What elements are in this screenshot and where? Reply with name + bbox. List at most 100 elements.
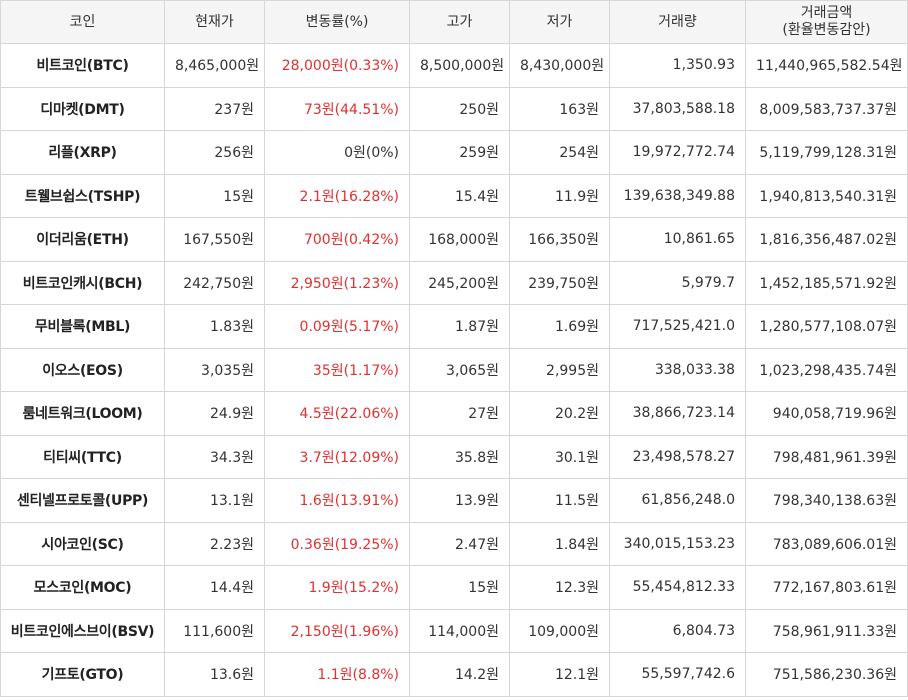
table-row: 비트코인에스브이(BSV) 111,600원 2,150원(1.96%) 114,00… <box>0 608 908 653</box>
trade-amount-cell: 1,023,298,435.74원 <box>745 347 908 392</box>
high-price-cell: 1.87원 <box>409 304 510 349</box>
trade-amount-cell: 758,961,911.33원 <box>745 608 908 653</box>
high-price-cell: 168,000원 <box>409 217 510 262</box>
trade-amount-cell: 1,280,577,108.07원 <box>745 304 908 349</box>
table-row: 리플(XRP) 256원 0원(0%) 259원 254원 19,972,772.74 5,… <box>0 130 908 175</box>
price-cell: 13.6원 <box>164 652 265 697</box>
header-amount-note: (환율변동감안) <box>782 22 871 38</box>
price-cell: 167,550원 <box>164 217 265 262</box>
coin-name-cell: 기프토(GTO) <box>0 652 165 697</box>
change-cell: 73원(44.51%) <box>264 86 410 131</box>
price-cell: 14.4원 <box>164 565 265 610</box>
high-price-cell: 15원 <box>409 565 510 610</box>
header-coin: 코인 <box>0 0 165 44</box>
high-price-cell: 245,200원 <box>409 260 510 305</box>
coin-name-cell: 비트코인캐시(BCH) <box>0 260 165 305</box>
high-price-cell: 15.4원 <box>409 173 510 218</box>
coin-name-cell: 시아코인(SC) <box>0 521 165 566</box>
price-cell: 24.9원 <box>164 391 265 436</box>
header-row: 코인 현재가 변동률(%) 고가 저가 거래량 거래금액 (환율변동감안) <box>0 0 908 44</box>
low-price-cell: 11.5원 <box>509 478 610 523</box>
price-cell: 242,750원 <box>164 260 265 305</box>
low-price-cell: 163원 <box>509 86 610 131</box>
table-row: 디마켓(DMT) 237원 73원(44.51%) 250원 163원 37,803,58… <box>0 86 908 131</box>
low-price-cell: 12.3원 <box>509 565 610 610</box>
trade-amount-cell: 11,440,965,582.54원 <box>745 43 908 88</box>
table-row: 모스코인(MOC) 14.4원 1.9원(15.2%) 15원 12.3원 55,454,… <box>0 565 908 610</box>
low-price-cell: 11.9원 <box>509 173 610 218</box>
trade-amount-cell: 783,089,606.01원 <box>745 521 908 566</box>
coin-name-cell: 무비블록(MBL) <box>0 304 165 349</box>
coin-name-cell: 비트코인에스브이(BSV) <box>0 608 165 653</box>
table-row: 이더리움(ETH) 167,550원 700원(0.42%) 168,000원 166,… <box>0 217 908 262</box>
table-header: 코인 현재가 변동률(%) 고가 저가 거래량 거래금액 (환율변동감안) <box>0 0 908 44</box>
trade-amount-cell: 940,058,719.96원 <box>745 391 908 436</box>
trade-amount-cell: 5,119,799,128.31원 <box>745 130 908 175</box>
high-price-cell: 8,500,000원 <box>409 43 510 88</box>
low-price-cell: 8,430,000원 <box>509 43 610 88</box>
trade-amount-cell: 1,452,185,571.92원 <box>745 260 908 305</box>
low-price-cell: 2,995원 <box>509 347 610 392</box>
price-cell: 8,465,000원 <box>164 43 265 88</box>
table-row: 기프토(GTO) 13.6원 1.1원(8.8%) 14.2원 12.1원 55,597,… <box>0 652 908 697</box>
low-price-cell: 30.1원 <box>509 434 610 479</box>
price-cell: 13.1원 <box>164 478 265 523</box>
change-cell: 2.1원(16.28%) <box>264 173 410 218</box>
table-row: 룸네트워크(LOOM) 24.9원 4.5원(22.06%) 27원 20.2원 38,8… <box>0 391 908 436</box>
price-cell: 237원 <box>164 86 265 131</box>
volume-cell: 55,454,812.33 <box>609 565 746 610</box>
low-price-cell: 254원 <box>509 130 610 175</box>
coin-name-cell: 티티씨(TTC) <box>0 434 165 479</box>
low-price-cell: 239,750원 <box>509 260 610 305</box>
volume-cell: 5,979.7 <box>609 260 746 305</box>
table-row: 비트코인(BTC) 8,465,000원 28,000원(0.33%) 8,500,0… <box>0 43 908 88</box>
low-price-cell: 1.69원 <box>509 304 610 349</box>
coin-name-cell: 모스코인(MOC) <box>0 565 165 610</box>
high-price-cell: 250원 <box>409 86 510 131</box>
header-high: 고가 <box>409 0 510 44</box>
change-cell: 3.7원(12.09%) <box>264 434 410 479</box>
header-amount: 거래금액 (환율변동감안) <box>745 0 908 44</box>
low-price-cell: 166,350원 <box>509 217 610 262</box>
change-cell: 0.09원(5.17%) <box>264 304 410 349</box>
change-cell: 700원(0.42%) <box>264 217 410 262</box>
price-cell: 34.3원 <box>164 434 265 479</box>
coin-name-cell: 이오스(EOS) <box>0 347 165 392</box>
table-row: 센티넬프로토콜(UPP) 13.1원 1.6원(13.91%) 13.9원 11.5원 6… <box>0 478 908 523</box>
volume-cell: 1,350.93 <box>609 43 746 88</box>
low-price-cell: 12.1원 <box>509 652 610 697</box>
low-price-cell: 20.2원 <box>509 391 610 436</box>
change-cell: 28,000원(0.33%) <box>264 43 410 88</box>
trade-amount-cell: 772,167,803.61원 <box>745 565 908 610</box>
header-change: 변동률(%) <box>264 0 410 44</box>
price-cell: 3,035원 <box>164 347 265 392</box>
volume-cell: 61,856,248.0 <box>609 478 746 523</box>
volume-cell: 139,638,349.88 <box>609 173 746 218</box>
high-price-cell: 3,065원 <box>409 347 510 392</box>
change-cell: 1.9원(15.2%) <box>264 565 410 610</box>
table-row: 트웰브쉽스(TSHP) 15원 2.1원(16.28%) 15.4원 11.9원 139,… <box>0 173 908 218</box>
coin-name-cell: 센티넬프로토콜(UPP) <box>0 478 165 523</box>
price-cell: 15원 <box>164 173 265 218</box>
price-cell: 1.83원 <box>164 304 265 349</box>
high-price-cell: 14.2원 <box>409 652 510 697</box>
trade-amount-cell: 1,816,356,487.02원 <box>745 217 908 262</box>
coin-name-cell: 리플(XRP) <box>0 130 165 175</box>
volume-cell: 10,861.65 <box>609 217 746 262</box>
high-price-cell: 114,000원 <box>409 608 510 653</box>
table-body: 비트코인(BTC) 8,465,000원 28,000원(0.33%) 8,500,0… <box>0 43 908 697</box>
price-cell: 2.23원 <box>164 521 265 566</box>
change-cell: 2,950원(1.23%) <box>264 260 410 305</box>
volume-cell: 38,866,723.14 <box>609 391 746 436</box>
high-price-cell: 35.8원 <box>409 434 510 479</box>
high-price-cell: 259원 <box>409 130 510 175</box>
header-amount-title: 거래금액 <box>800 5 853 21</box>
volume-cell: 37,803,588.18 <box>609 86 746 131</box>
high-price-cell: 27원 <box>409 391 510 436</box>
coin-name-cell: 디마켓(DMT) <box>0 86 165 131</box>
volume-cell: 340,015,153.23 <box>609 521 746 566</box>
coin-name-cell: 이더리움(ETH) <box>0 217 165 262</box>
volume-cell: 338,033.38 <box>609 347 746 392</box>
header-price: 현재가 <box>164 0 265 44</box>
